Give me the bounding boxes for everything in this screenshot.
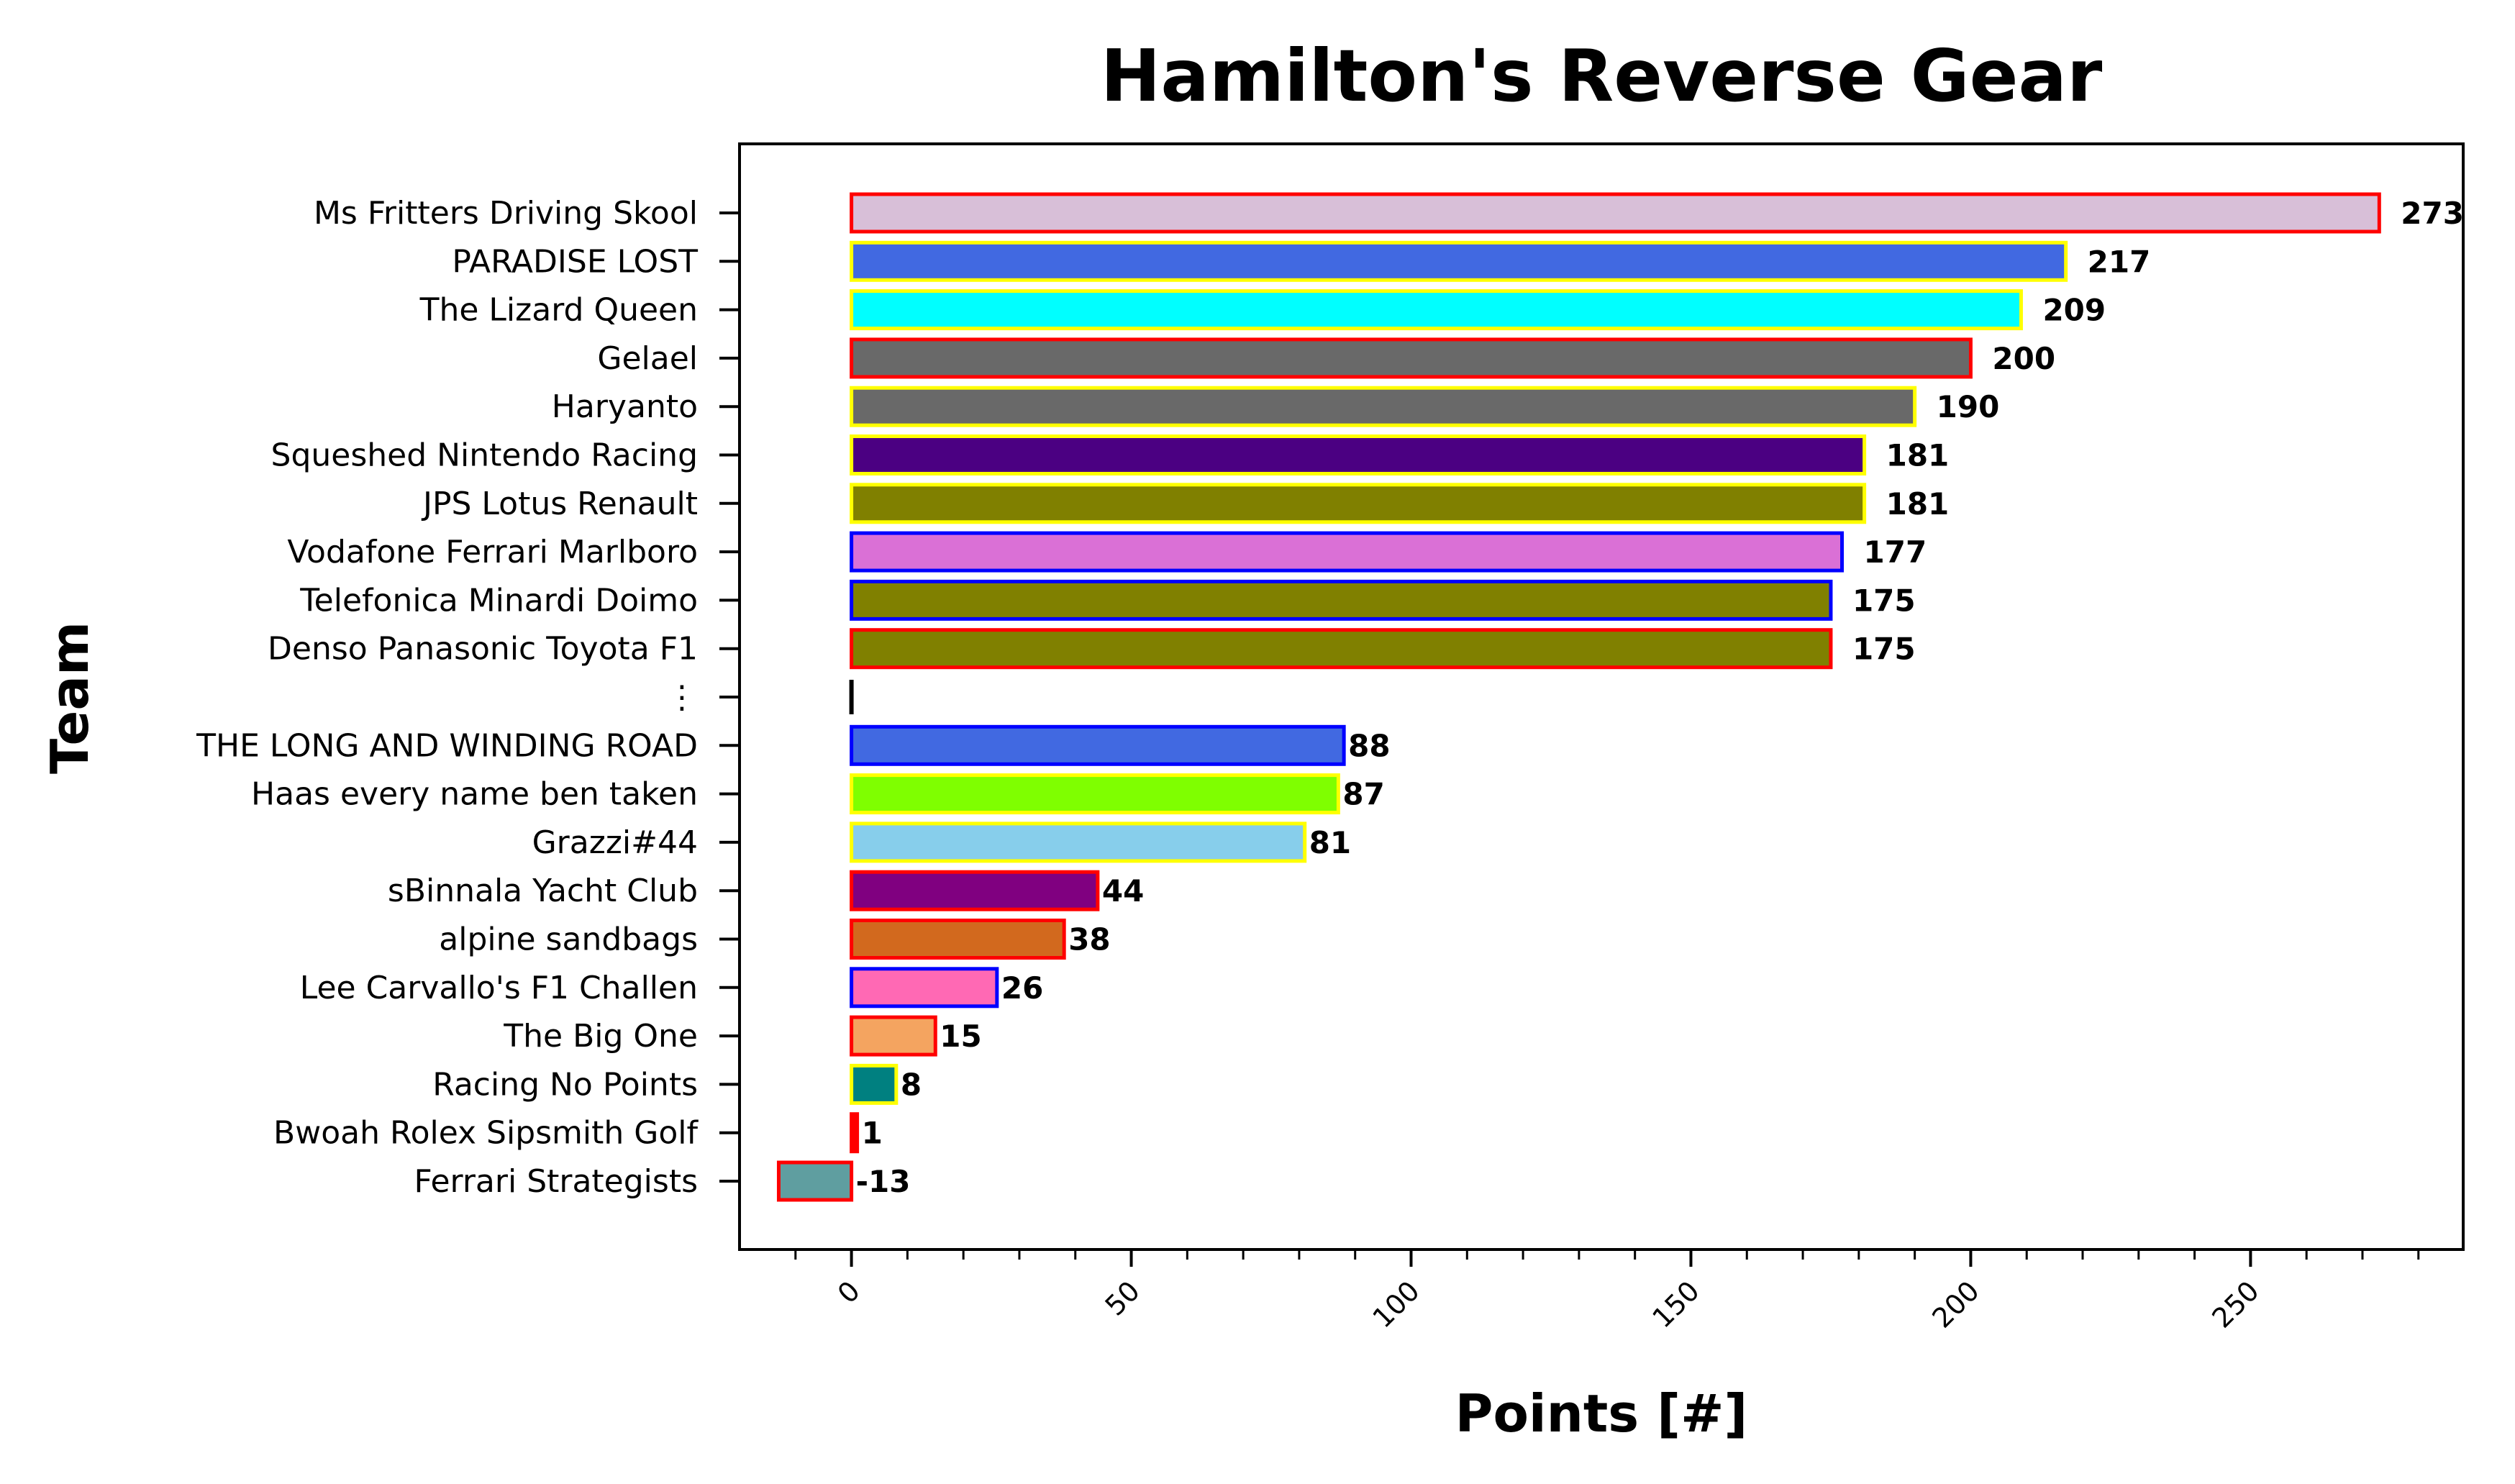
data-label: 87 [1342, 777, 1384, 812]
y-tick-label: Lee Carvallo's F1 Challen [300, 970, 698, 1006]
y-tick-label: alpine sandbags [439, 921, 698, 958]
data-label: 26 [1001, 970, 1043, 1006]
bar [850, 386, 1917, 427]
y-tick-label: sBinnala Yacht Club [388, 873, 698, 909]
y-tick-label: Vodafone Ferrari Marlboro [287, 534, 698, 570]
data-label: 88 [1348, 728, 1390, 763]
data-label: 175 [1852, 632, 1916, 667]
y-tick-label: Haryanto [552, 388, 698, 425]
y-tick-label: The Big One [503, 1018, 698, 1055]
y-tick-label: Ferrari Strategists [414, 1163, 698, 1200]
data-label: 190 [1937, 389, 2000, 424]
y-tick-label: PARADISE LOST [452, 243, 698, 280]
chart-title: Hamilton's Reverse Gear [1101, 34, 2103, 118]
x-axis-label: Points [#] [1455, 1383, 1748, 1444]
y-tick-label: Telefonica Minardi Doimo [299, 582, 698, 619]
bar [850, 967, 999, 1009]
bar [850, 919, 1066, 960]
bar [850, 434, 1867, 475]
y-tick-label: Bwoah Rolex Sipsmith Golf [273, 1115, 699, 1152]
data-label: 175 [1852, 583, 1916, 618]
data-label: 81 [1309, 825, 1351, 860]
bar [850, 821, 1307, 863]
data-label: 181 [1886, 486, 1950, 522]
bars-layer: 273 217 209 200 190 181 181 177 175 175 88 87 81 44 38… [776, 192, 2464, 1202]
data-label: 273 [2401, 196, 2464, 231]
bar [850, 531, 1845, 573]
y-axis-label: Team [40, 622, 100, 774]
data-label: -13 [856, 1164, 911, 1199]
data-label: 1 [862, 1116, 883, 1151]
y-tick-label: Grazzi#44 [532, 824, 698, 861]
bar [850, 192, 2381, 234]
y-tick-label: Racing No Points [432, 1066, 698, 1103]
bar [850, 337, 1973, 379]
data-label: 181 [1886, 438, 1950, 473]
bar [776, 1160, 854, 1202]
data-label: 217 [2088, 244, 2151, 279]
bar [850, 289, 2023, 331]
data-label: 44 [1102, 873, 1144, 909]
y-tick-label: ⋮ [666, 679, 698, 716]
bar [850, 240, 2068, 282]
data-label: 38 [1068, 922, 1110, 957]
bar [850, 724, 1346, 766]
bar [850, 870, 1100, 911]
bar [850, 579, 1833, 621]
y-tick-label: THE LONG AND WINDING ROAD [196, 727, 698, 764]
plot-frame [738, 142, 2465, 1251]
y-tick-label: The Lizard Queen [419, 292, 698, 329]
data-label: 8 [901, 1067, 922, 1102]
y-tick-label: Squeshed Nintendo Racing [271, 437, 698, 474]
data-label: 15 [940, 1019, 981, 1054]
bar [850, 483, 1867, 524]
data-label: 209 [2042, 293, 2106, 328]
y-tick-label: Ms Fritters Driving Skool [314, 195, 698, 232]
y-tick-label: JPS Lotus Renault [421, 486, 698, 522]
y-tick-label: Haas every name ben taken [251, 776, 698, 813]
data-label: 200 [1992, 341, 2055, 376]
bar [850, 1015, 937, 1057]
bar [850, 773, 1340, 815]
data-label: 177 [1864, 534, 1927, 570]
bar [850, 1063, 899, 1105]
bar [850, 628, 1833, 670]
bar [850, 1112, 860, 1154]
y-tick-label: Denso Panasonic Toyota F1 [268, 631, 698, 668]
y-tick-label: Gelael [597, 340, 698, 377]
